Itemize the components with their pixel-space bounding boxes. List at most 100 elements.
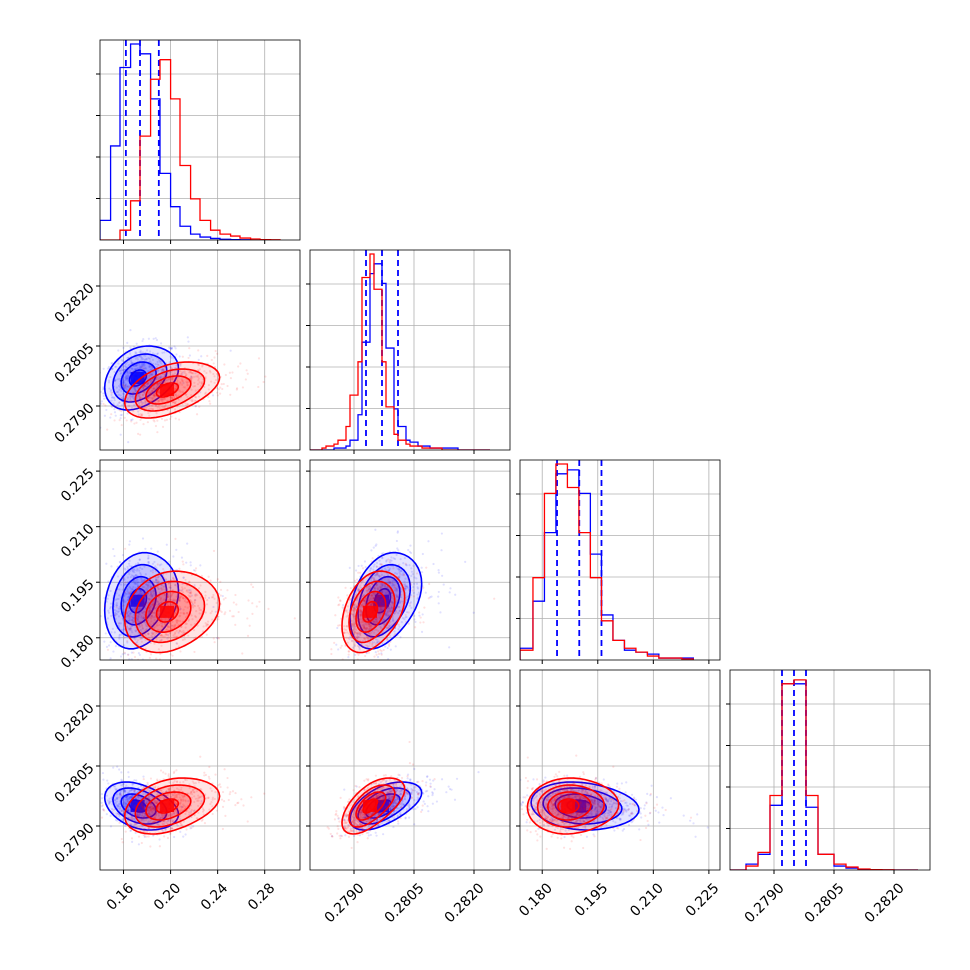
scatter-point — [114, 818, 118, 822]
scatter-point — [168, 377, 171, 380]
scatter-point — [353, 593, 356, 596]
scatter-point — [215, 809, 219, 812]
scatter-point — [132, 575, 136, 579]
scatter-point — [139, 573, 143, 576]
scatter-point — [203, 774, 206, 777]
scatter-point — [396, 567, 399, 570]
panel-content — [100, 250, 300, 450]
scatter-point — [148, 357, 151, 360]
scatter-point — [359, 605, 362, 608]
scatter-point — [379, 608, 382, 611]
scatter-point — [129, 575, 133, 579]
scatter-point — [127, 798, 130, 801]
scatter-point — [179, 809, 182, 812]
scatter-point — [157, 401, 160, 404]
scatter-point — [127, 797, 130, 800]
scatter-point — [117, 384, 121, 388]
scatter-point — [114, 365, 117, 369]
scatter-point — [159, 375, 162, 378]
scatter-point — [127, 364, 130, 367]
scatter-point — [384, 645, 387, 648]
scatter-point — [380, 612, 384, 615]
scatter-point — [141, 611, 144, 614]
scatter-point — [176, 824, 179, 827]
scatter-point — [380, 649, 383, 653]
scatter-point — [187, 619, 190, 622]
scatter-point — [152, 820, 155, 823]
scatter-point — [124, 366, 128, 369]
scatter-point — [160, 417, 164, 420]
scatter-point — [177, 619, 180, 623]
scatter-point — [398, 575, 401, 578]
scatter-point — [146, 381, 149, 384]
scatter-point — [402, 574, 406, 577]
scatter-point — [378, 586, 381, 589]
scatter-point — [128, 798, 131, 801]
scatter-point — [187, 800, 190, 803]
scatter-point — [150, 595, 153, 598]
scatter-point — [370, 604, 373, 607]
scatter-point — [182, 576, 185, 579]
scatter-point — [143, 617, 146, 620]
scatter-point — [178, 383, 181, 387]
scatter-point — [354, 628, 358, 631]
scatter-point — [368, 645, 371, 648]
scatter-point — [116, 796, 119, 799]
scatter-point — [190, 623, 193, 626]
scatter-point — [129, 829, 133, 832]
scatter-point — [441, 574, 444, 577]
scatter-point — [157, 596, 160, 599]
scatter-point — [345, 610, 348, 613]
scatter-point — [152, 419, 155, 422]
scatter-point — [133, 582, 136, 585]
scatter-point — [97, 786, 99, 788]
scatter-point — [370, 631, 373, 634]
scatter-point — [134, 389, 137, 393]
scatter-point — [160, 814, 164, 817]
scatter-point — [133, 822, 137, 825]
scatter-point — [143, 586, 146, 589]
scatter-point — [116, 793, 119, 796]
scatter-point — [399, 558, 402, 561]
scatter-point — [131, 788, 134, 791]
scatter-point — [353, 579, 357, 582]
scatter-point — [184, 605, 187, 608]
scatter-point — [213, 381, 216, 384]
scatter-point — [209, 380, 213, 383]
scatter-point — [140, 636, 143, 640]
scatter-point — [158, 623, 161, 627]
scatter-point — [359, 626, 362, 629]
scatter-point — [179, 801, 182, 805]
scatter-point — [377, 652, 381, 656]
scatter-point — [357, 588, 361, 591]
scatter-point — [379, 583, 383, 586]
scatter-point — [126, 565, 129, 569]
scatter-point — [148, 656, 151, 659]
scatter-point — [138, 591, 141, 594]
scatter-point — [363, 600, 367, 603]
scatter-point — [168, 373, 171, 376]
scatter-point — [402, 562, 405, 565]
scatter-point — [109, 605, 112, 608]
scatter-point — [184, 578, 187, 582]
scatter-point — [133, 577, 136, 580]
scatter-point — [151, 610, 154, 613]
scatter-point — [155, 637, 158, 641]
scatter-point — [148, 403, 151, 406]
scatter-point — [172, 634, 175, 637]
scatter-point — [160, 587, 163, 590]
scatter-point — [169, 347, 172, 350]
scatter-point — [404, 616, 407, 619]
scatter-point — [353, 644, 357, 648]
scatter-point — [372, 620, 376, 623]
scatter-point — [157, 806, 160, 809]
scatter-point — [124, 364, 127, 368]
scatter-point — [149, 350, 152, 353]
scatter-point — [409, 601, 413, 604]
scatter-point — [133, 655, 137, 659]
scatter-point — [156, 360, 159, 364]
scatter-point — [162, 671, 164, 673]
scatter-point — [206, 623, 209, 626]
scatter-point — [360, 582, 363, 585]
scatter-point — [109, 800, 112, 803]
